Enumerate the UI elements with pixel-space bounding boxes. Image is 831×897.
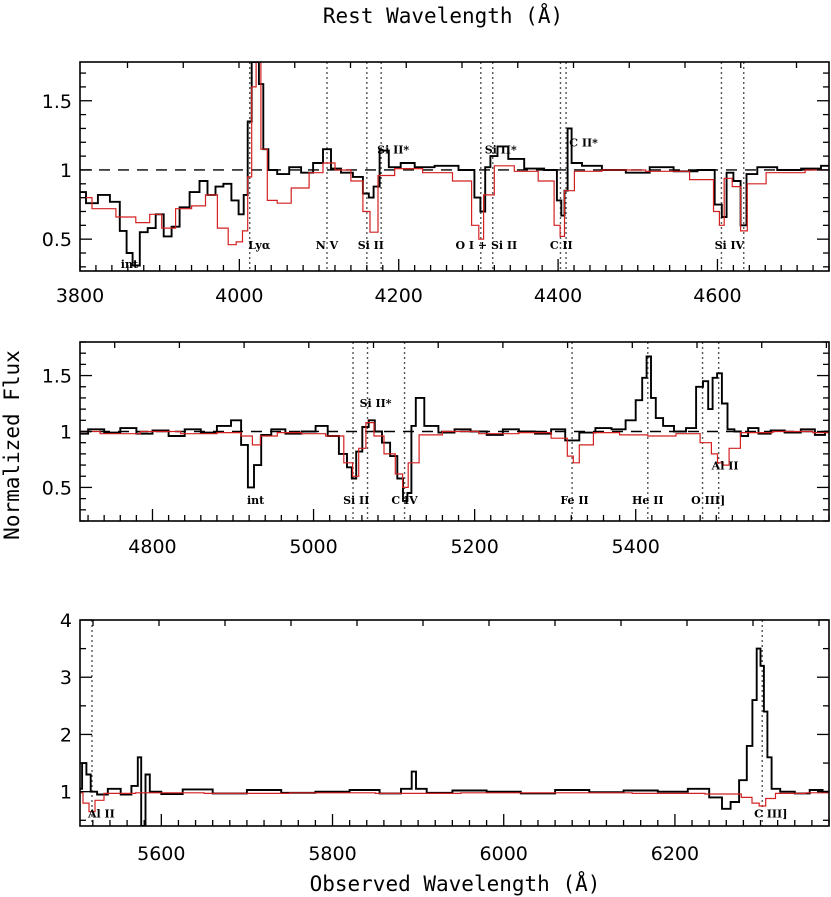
x-tick-label: 5000 (289, 536, 337, 558)
x-tick-label: 5200 (450, 536, 498, 558)
y-tick-label: 3 (60, 667, 72, 689)
y-tick-label: 0.5 (42, 477, 72, 499)
panel-middle: int Si II C IV Fe II He II O III] Al II Si II* 4… (42, 341, 830, 558)
x-tick-label: 3800 (56, 285, 104, 307)
plot-area (80, 620, 829, 826)
line-label: Lyα (248, 239, 271, 252)
line-label: Si IV (715, 239, 745, 252)
line-label: C II (550, 239, 573, 252)
line-label: C III] (754, 807, 787, 820)
plot-area (80, 342, 829, 521)
line-label: Si II (358, 239, 384, 252)
line-label: Si II* (485, 143, 517, 156)
line-label: He II (632, 494, 664, 507)
x-tick-label: 6200 (651, 843, 699, 865)
y-tick-label: 0.5 (42, 229, 72, 251)
line-label: O I + Si II (456, 239, 518, 252)
x-tick-label: 4200 (375, 285, 423, 307)
y-tick-label: 1 (60, 422, 72, 444)
line-label: C II* (569, 136, 598, 149)
panel-bottom: Al IIC III]56005800600062001700180019001… (60, 610, 830, 865)
x-tick-label: 5400 (612, 536, 660, 558)
y-tick-label: 1 (60, 782, 72, 804)
line-label: Si II* (377, 143, 409, 156)
y-tick-label: 1.5 (42, 366, 72, 388)
model-spectrum (80, 792, 829, 813)
y-tick-label: 2 (60, 724, 72, 746)
x-tick-label: 5600 (137, 843, 185, 865)
x-tick-label: 4400 (534, 285, 582, 307)
panel-top: Lyα N V Si II O I + Si II C II Si IV Si II* Si … (42, 61, 830, 307)
observed-spectrum (80, 355, 829, 502)
observed-spectrum (80, 647, 829, 826)
y-tick-label: 1 (60, 160, 72, 182)
x-tick-label: 4000 (215, 285, 263, 307)
x-tick-label: 4800 (128, 536, 176, 558)
top-axis-title: Rest Wavelength (Å) (323, 2, 563, 28)
y-tick-label: 1.5 (42, 91, 72, 113)
observed-spectrum (80, 62, 829, 267)
line-label: Si II (343, 494, 369, 507)
line-label: Al II (711, 460, 739, 473)
line-label: Fe II (560, 494, 588, 507)
model-spectrum (80, 62, 829, 246)
line-label: int (247, 494, 265, 507)
line-label: O III] (691, 494, 725, 507)
x-tick-label: 6000 (480, 843, 528, 865)
line-label: Al II (87, 807, 115, 820)
x-tick-label: 4600 (693, 285, 741, 307)
line-label: C IV (391, 494, 418, 507)
model-spectrum (80, 422, 829, 488)
y-axis-title: Normalized Flux (0, 350, 24, 540)
line-label: int (121, 258, 139, 271)
plot-area (80, 62, 829, 271)
y-tick-label: 4 (60, 610, 72, 632)
line-label: Si II* (360, 397, 392, 410)
panel-frame (79, 61, 830, 272)
x-tick-label: 5800 (308, 843, 356, 865)
line-label: N V (316, 239, 339, 252)
panel-frame (79, 619, 830, 827)
bottom-axis-title: Observed Wavelength (Å) (310, 870, 601, 896)
